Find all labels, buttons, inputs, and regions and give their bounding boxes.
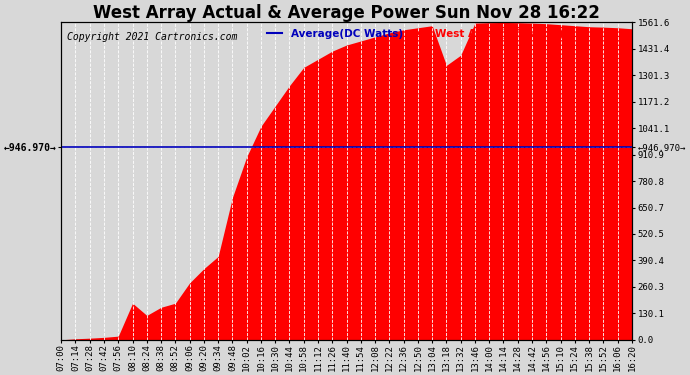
Legend: Average(DC Watts), West Array(DC Watts): Average(DC Watts), West Array(DC Watts) bbox=[266, 27, 564, 40]
Title: West Array Actual & Average Power Sun Nov 28 16:22: West Array Actual & Average Power Sun No… bbox=[93, 4, 600, 22]
Text: Copyright 2021 Cartronics.com: Copyright 2021 Cartronics.com bbox=[67, 32, 237, 42]
